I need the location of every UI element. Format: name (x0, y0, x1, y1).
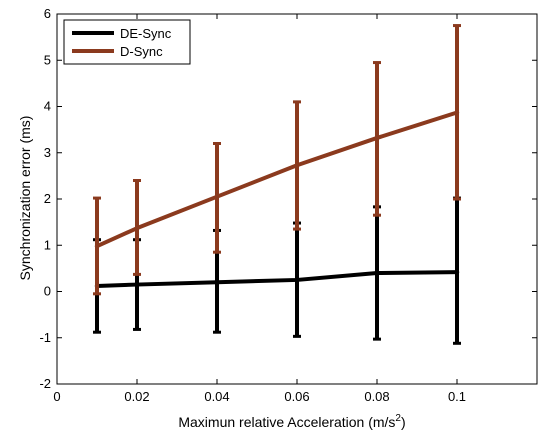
y-tick-label: 3 (44, 145, 51, 160)
legend-label-d-sync: D-Sync (120, 44, 163, 59)
series-line-de-sync (96, 270, 458, 288)
x-tick-label: 0.08 (364, 389, 389, 404)
y-axis-title: Synchronization error (ms) (17, 116, 33, 281)
data-point-de-sync (374, 270, 380, 276)
data-point-d-sync (294, 163, 300, 168)
data-point-de-sync (214, 280, 220, 285)
data-point-de-sync (454, 269, 460, 275)
y-tick-label: 5 (44, 52, 51, 67)
data-point-d-sync (454, 110, 460, 115)
legend-box (63, 19, 191, 65)
data-point-d-sync (94, 243, 100, 249)
x-tick-label: 0.04 (204, 389, 229, 404)
data-point-d-sync (374, 135, 380, 141)
x-tick-label: 0.1 (448, 389, 466, 404)
y-tick-label: 6 (44, 6, 51, 21)
data-point-d-sync (214, 194, 220, 199)
legend: DE-Sync D-Sync (63, 19, 191, 65)
y-tick-label: 0 (44, 284, 51, 299)
axis-ticks: 0 0.02 0.04 0.06 0.08 0.1 -2 -1 0 1 2 3 4 5 6 (39, 6, 537, 404)
y-tick-label: -2 (39, 376, 51, 391)
data-point-de-sync (294, 277, 300, 283)
x-tick-label: 0 (53, 389, 60, 404)
x-tick-label: 0.06 (284, 389, 309, 404)
series-d-sync (93, 24, 461, 296)
data-point-de-sync (134, 282, 140, 287)
series-line-d-sync (96, 110, 458, 248)
y-tick-label: -1 (39, 330, 51, 345)
y-tick-label: 1 (44, 237, 51, 252)
y-tick-label: 4 (44, 99, 51, 114)
x-axis-title: Maximun relative Acceleration (m/s2) (178, 413, 405, 430)
y-tick-label: 2 (44, 191, 51, 206)
data-point-d-sync (134, 225, 140, 231)
series-layer (93, 24, 461, 345)
legend-label-de-sync: DE-Sync (120, 26, 172, 41)
x-tick-label: 0.02 (124, 389, 149, 404)
